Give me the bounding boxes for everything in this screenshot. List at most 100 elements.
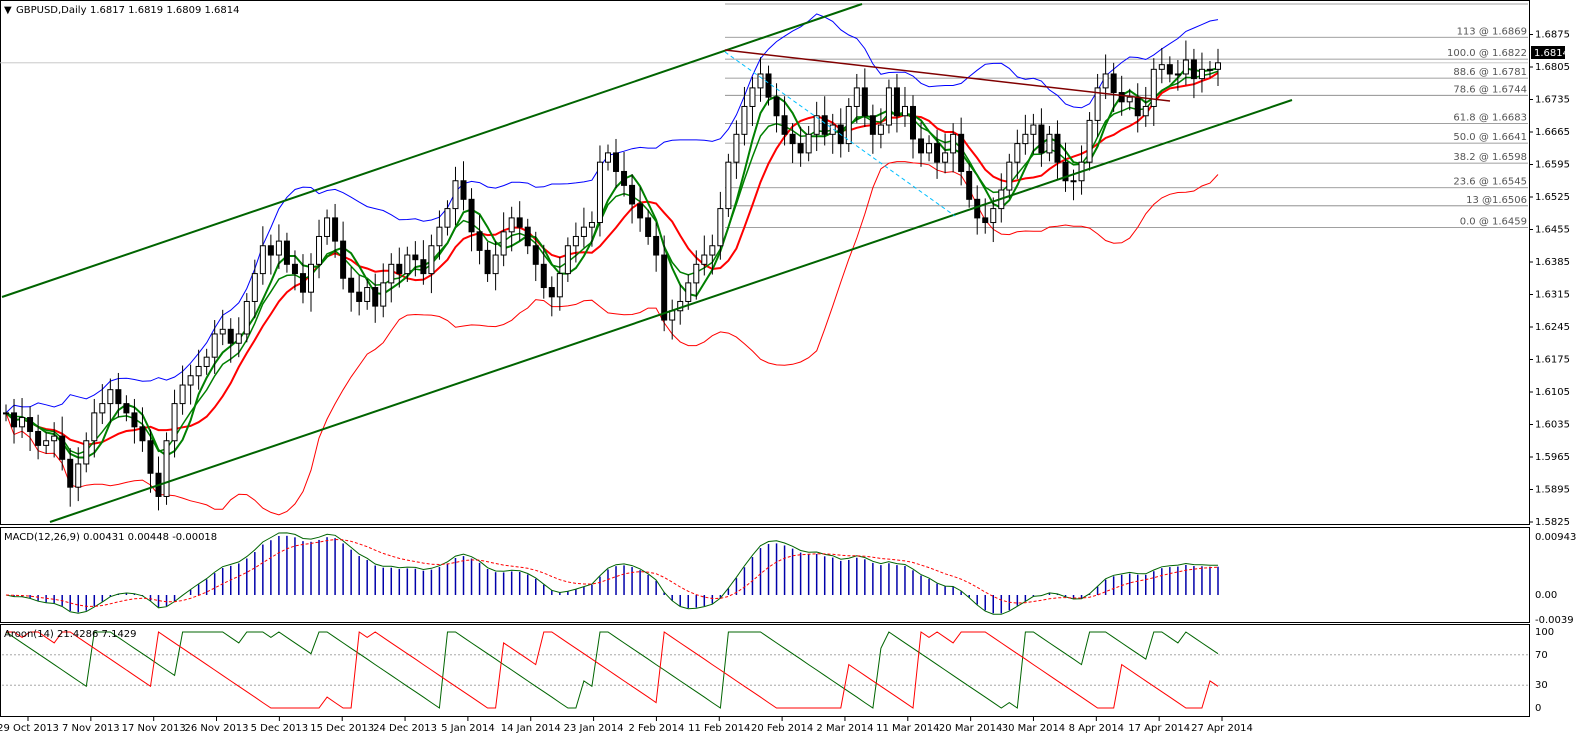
candle-body	[51, 435, 58, 442]
candle-body	[460, 180, 467, 200]
candle-body	[91, 412, 98, 442]
moving-average-green-slow	[5, 70, 1219, 455]
time-tick-label: 14 Jan 2014	[501, 723, 561, 734]
time-tick-label: 20 Feb 2014	[751, 723, 813, 734]
aroon-tick-label: 70	[1535, 650, 1548, 661]
candle-body	[653, 235, 660, 256]
candle-body	[717, 208, 724, 247]
moving-average-red	[5, 71, 1219, 446]
aroon-panel	[0, 624, 1530, 717]
candle-body	[267, 245, 274, 256]
candle-body	[308, 263, 315, 293]
header-arrow-icon[interactable]: ▼	[4, 5, 12, 16]
candle-body	[709, 245, 716, 256]
time-tick-label: 15 Dec 2013	[310, 723, 374, 734]
candle-body	[797, 143, 804, 154]
candle-body	[942, 152, 949, 163]
time-tick-label: 17 Apr 2014	[1128, 723, 1190, 734]
candle-body	[1215, 62, 1221, 70]
price-tick-label: 1.6455	[1535, 225, 1570, 236]
candle-body	[1038, 124, 1045, 154]
candle-body	[885, 87, 892, 126]
price-tick-label: 1.6105	[1535, 387, 1570, 398]
candle-body	[131, 412, 138, 428]
time-tick-label: 20 Mar 2014	[939, 723, 1002, 734]
candle-body	[901, 105, 908, 117]
candle-body	[211, 333, 218, 358]
candle-body	[765, 73, 772, 98]
candle-body	[195, 365, 202, 377]
candle-body	[235, 333, 242, 344]
price-panel	[0, 0, 1530, 525]
candle-body	[1142, 105, 1149, 117]
candle-body	[139, 426, 146, 442]
candle-body	[877, 124, 884, 135]
candle-body	[163, 440, 170, 497]
price-tick-label: 1.5825	[1535, 517, 1570, 528]
price-tick-label: 1.5965	[1535, 452, 1570, 463]
candle-body	[1054, 133, 1061, 163]
fib-label: 78.6 @ 1.6744	[1453, 84, 1527, 95]
channel-upper-line	[1, 3, 863, 298]
candle-body	[11, 412, 18, 428]
price-tick-label: 1.5895	[1535, 485, 1570, 496]
candle-body	[508, 217, 515, 233]
candle-body	[1206, 68, 1213, 71]
candle-body	[524, 226, 531, 247]
candle-body	[934, 143, 941, 163]
aroon-tick-label: 30	[1535, 680, 1548, 691]
macd-panel	[0, 527, 1530, 623]
bollinger-lower-line	[5, 161, 1219, 516]
price-tick-label: 1.6875	[1535, 30, 1570, 41]
candle-body	[853, 87, 860, 107]
price-tick-label: 1.6595	[1535, 160, 1570, 171]
candle-body	[107, 389, 114, 405]
candle-body	[861, 87, 868, 117]
candle-body	[588, 222, 595, 228]
candle-body	[701, 254, 708, 265]
candle-body	[27, 417, 34, 432]
aroon-tick-label: 0	[1535, 703, 1541, 714]
candle-body	[1062, 161, 1069, 182]
candle-body	[982, 217, 989, 224]
macd-main-line	[5, 532, 1218, 615]
candle-body	[1166, 64, 1173, 75]
candle-body	[147, 440, 154, 474]
candle-body	[275, 240, 282, 256]
macd-signal-line	[5, 538, 1219, 607]
candle-body	[604, 152, 611, 163]
candle-body	[813, 115, 820, 135]
time-tick-label: 30 Mar 2014	[1002, 723, 1065, 734]
candle-body	[773, 96, 780, 117]
candle-body	[428, 245, 435, 275]
price-tick-label: 1.6525	[1535, 192, 1570, 203]
candle-body	[59, 435, 66, 460]
current-price-label: 1.6814	[1534, 48, 1569, 59]
candle-body	[733, 133, 740, 163]
price-tick-label: 1.6245	[1535, 322, 1570, 333]
macd-tick-label: -0.0039	[1535, 615, 1574, 626]
candle-body	[67, 458, 74, 488]
candle-body	[3, 412, 9, 415]
candle-body	[725, 161, 732, 210]
candle-body	[926, 143, 933, 154]
ohlc-values: 1.6817 1.6819 1.6809 1.6814	[90, 5, 240, 16]
candle-body	[685, 282, 692, 302]
candle-body	[958, 133, 965, 172]
candle-body	[444, 208, 451, 228]
candle-body	[115, 389, 122, 405]
fib-label: 88.6 @ 1.6781	[1453, 67, 1527, 78]
candle-body	[1022, 133, 1029, 145]
candle-body	[340, 240, 347, 279]
fib-label: 0.0 @ 1.6459	[1460, 217, 1527, 228]
candle-body	[1174, 73, 1181, 76]
candle-body	[43, 440, 50, 446]
candle-body	[171, 403, 178, 442]
fib-label: 23.6 @ 1.6545	[1453, 177, 1527, 188]
candle-body	[621, 170, 628, 186]
aroon-title: Aroon(14) 21.4286 7.1429	[4, 629, 137, 640]
fib-label: 38.2 @ 1.6598	[1453, 152, 1527, 163]
candle-body	[243, 300, 250, 335]
candle-body	[356, 291, 363, 302]
